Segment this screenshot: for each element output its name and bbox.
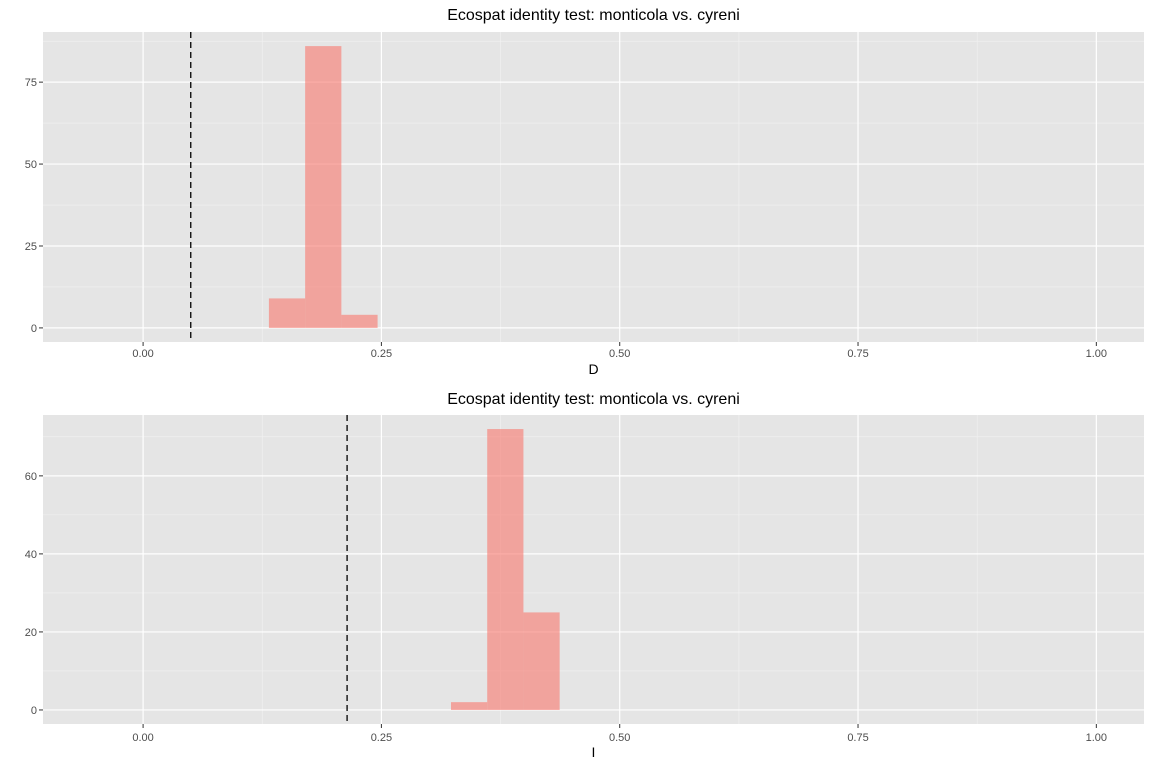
histogram-bar [523,612,560,710]
x-tick-label: 0.00 [132,732,153,744]
x-tick-label: 0.75 [847,732,868,744]
x-tick-label: 0.25 [371,348,392,360]
y-tick-label: 0 [31,705,37,717]
x-tick-label: 0.25 [371,732,392,744]
x-tick-label: 1.00 [1086,348,1107,360]
x-tick-label: 0.50 [609,732,630,744]
chart-title: Ecospat identity test: monticola vs. cyr… [447,7,740,24]
chart-title: Ecospat identity test: monticola vs. cyr… [447,391,740,408]
histogram-panel-d: 0.00 0.25 0.50 0.75 1.00 0 25 50 75 Ecospat ident… [25,7,1144,377]
histogram-bar [341,314,378,328]
x-tick-label: 0.75 [847,348,868,360]
histogram-bar [305,46,342,328]
plot-background [43,32,1144,342]
y-tick-label: 60 [25,471,37,483]
y-tick-label: 40 [25,549,37,561]
y-tick-label: 75 [25,77,37,89]
plot-background [43,415,1144,724]
x-axis-label: D [588,361,598,377]
x-tick-label: 1.00 [1086,732,1107,744]
histogram-bar [450,702,488,710]
x-tick-label: 0.00 [132,348,153,360]
histogram-bar [487,429,524,710]
y-tick-label: 50 [25,159,37,171]
x-tick-label: 0.50 [609,348,630,360]
y-tick-label: 20 [25,627,37,639]
y-tick-label: 25 [25,241,37,253]
histogram-panel-i: 0.00 0.25 0.50 0.75 1.00 0 20 40 60 Ecospat ident… [25,391,1144,760]
y-tick-label: 0 [31,323,37,335]
histogram-bar [268,298,306,328]
x-axis-label: I [592,744,596,760]
